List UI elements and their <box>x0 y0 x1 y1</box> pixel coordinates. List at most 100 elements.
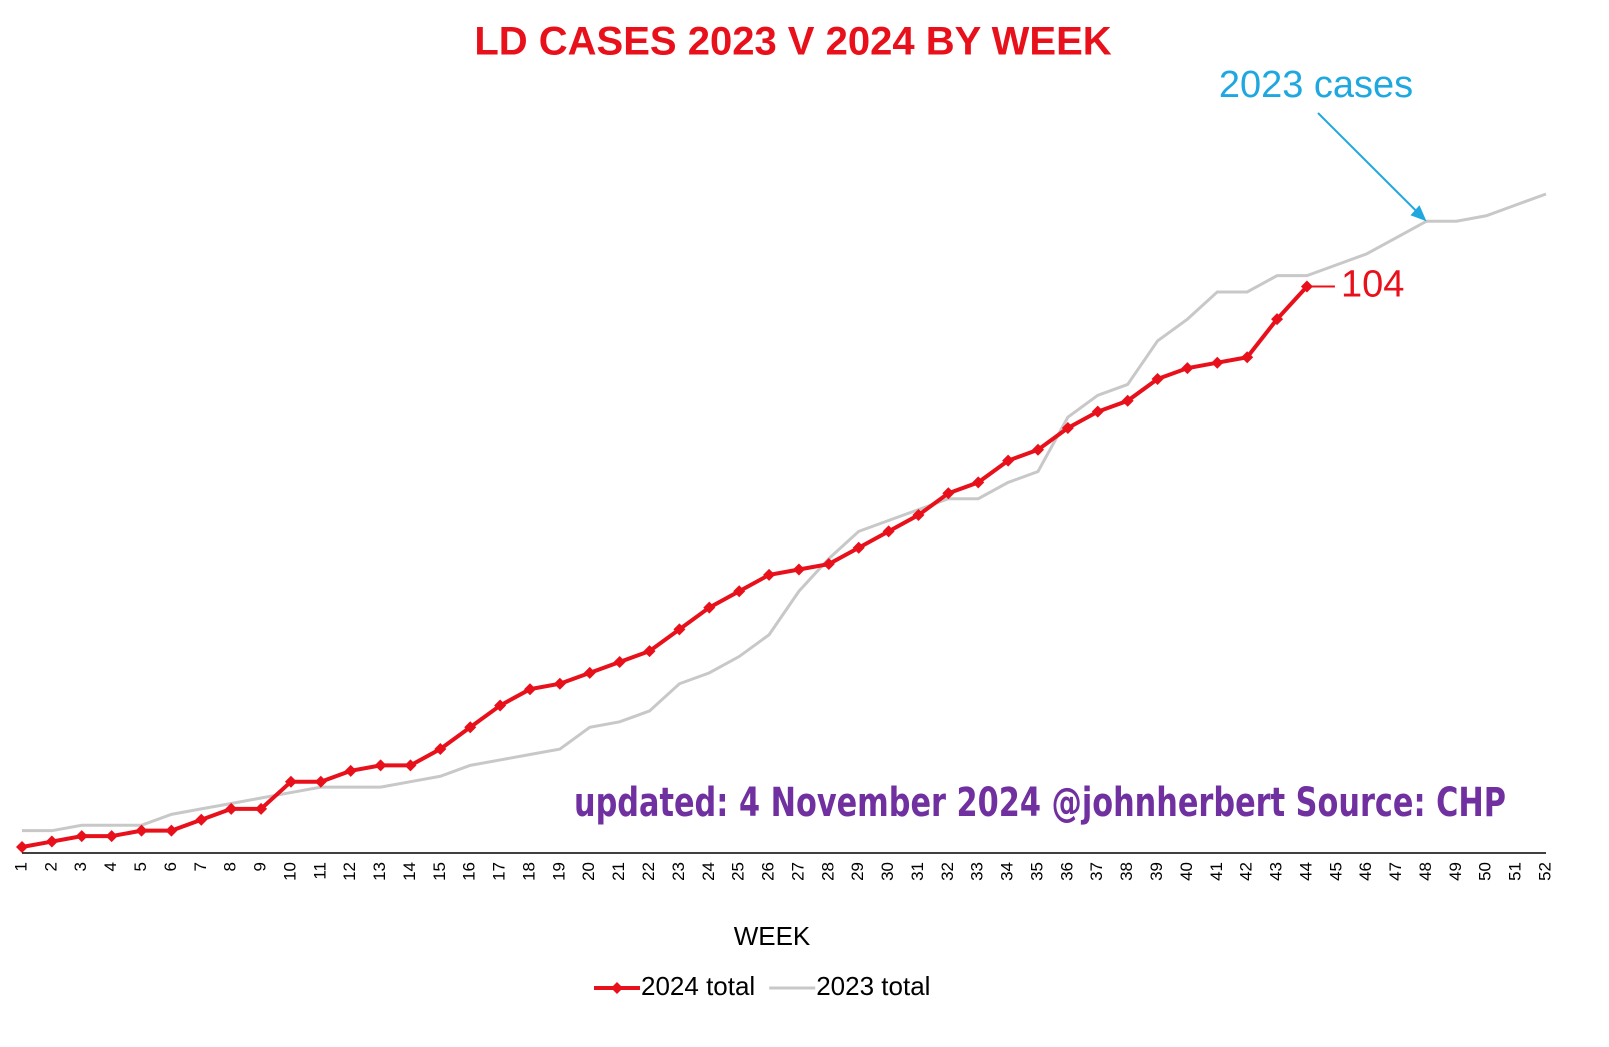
marker <box>344 764 357 777</box>
x-tick-label: 25 <box>729 862 748 881</box>
x-tick-label: 48 <box>1416 862 1435 881</box>
marker <box>75 830 88 843</box>
x-tick-label: 7 <box>191 862 210 871</box>
x-tick-label: 50 <box>1476 862 1495 881</box>
series-line <box>22 192 1547 833</box>
marker <box>703 601 716 614</box>
marker <box>284 775 297 788</box>
x-tick-label: 2 <box>41 862 60 871</box>
marker <box>553 677 566 690</box>
series-line <box>21 285 1309 849</box>
annotation: updated: 4 November 2024 @johnherbert So… <box>574 780 1506 826</box>
marker <box>195 813 208 826</box>
x-tick-label: 20 <box>579 862 598 881</box>
marker <box>225 802 238 815</box>
x-tick-label: 18 <box>519 862 538 881</box>
x-tick-label: 34 <box>998 862 1017 881</box>
x-tick-label: 52 <box>1535 862 1554 881</box>
x-tick-label: 22 <box>639 862 658 881</box>
x-tick-label: 11 <box>310 862 329 880</box>
x-tick-label: 4 <box>101 862 120 871</box>
marker <box>1241 351 1254 364</box>
marker <box>255 802 268 815</box>
marker <box>165 824 178 837</box>
x-axis-label: WEEK <box>734 921 811 951</box>
marker <box>404 759 417 772</box>
x-tick-label: 46 <box>1356 862 1375 881</box>
x-tick-label: 44 <box>1296 862 1315 881</box>
x-tick-label: 31 <box>908 862 927 881</box>
x-tick-label: 35 <box>1027 862 1046 881</box>
x-tick-label: 5 <box>131 862 150 871</box>
x-tick-label: 36 <box>1057 862 1076 881</box>
x-tick-label: 6 <box>161 862 180 871</box>
marker <box>314 775 327 788</box>
x-tick-label: 3 <box>71 862 90 871</box>
marker <box>733 585 746 598</box>
annotation-arrow <box>1317 112 1422 216</box>
x-tick-label: 1 <box>11 862 30 871</box>
x-tick-label: 10 <box>280 862 299 881</box>
marker <box>1181 362 1194 375</box>
marker <box>1002 454 1015 467</box>
x-tick-label: 37 <box>1087 862 1106 881</box>
marker <box>1121 394 1134 407</box>
x-tick-label: 9 <box>251 862 270 871</box>
marker <box>583 666 596 679</box>
x-tick-label: 47 <box>1386 862 1405 881</box>
x-tick-label: 14 <box>400 862 419 881</box>
marker <box>1151 373 1164 386</box>
marker <box>792 563 805 576</box>
marker <box>1271 313 1284 326</box>
x-tick-label: 41 <box>1207 862 1226 881</box>
marker <box>434 743 447 756</box>
x-tick-label: 8 <box>221 862 240 871</box>
legend-label: 2024 total <box>641 971 755 1001</box>
marker <box>494 699 507 712</box>
marker <box>135 824 148 837</box>
marker <box>852 541 865 554</box>
marker <box>1032 443 1044 456</box>
x-tick-label: 17 <box>490 862 509 881</box>
x-tick-label: 40 <box>1177 862 1196 881</box>
marker <box>972 476 985 489</box>
x-tick-label: 39 <box>1147 862 1166 881</box>
x-tick-label: 24 <box>699 862 718 881</box>
legend-label: 2023 total <box>816 971 930 1001</box>
marker <box>1091 405 1104 418</box>
x-tick-label: 13 <box>370 862 389 881</box>
annotation: 2023 cases <box>1219 64 1413 106</box>
x-tick-label: 43 <box>1267 862 1286 881</box>
x-tick-label: 21 <box>609 862 628 881</box>
x-tick-label: 28 <box>818 862 837 881</box>
marker <box>613 655 626 668</box>
x-tick-label: 42 <box>1237 862 1256 881</box>
x-tick-label: 33 <box>968 862 987 881</box>
x-tick-label: 27 <box>788 862 807 881</box>
x-tick-label: 30 <box>878 862 897 881</box>
marker <box>673 623 686 636</box>
x-tick-label: 29 <box>848 862 867 881</box>
marker <box>464 721 477 734</box>
marker <box>1061 421 1074 434</box>
x-tick-label: 16 <box>460 862 479 881</box>
marker <box>374 759 387 772</box>
marker <box>763 568 776 581</box>
arrow-head <box>1410 205 1427 222</box>
legend-marker <box>611 982 623 994</box>
x-tick-label: 26 <box>759 862 778 881</box>
x-tick-label: 15 <box>430 862 449 881</box>
marker <box>1211 356 1224 369</box>
marker <box>912 509 925 522</box>
marker <box>882 525 895 538</box>
x-tick-label: 38 <box>1117 862 1136 881</box>
x-tick-label: 12 <box>340 862 359 881</box>
marker <box>16 841 28 853</box>
x-tick-label: 19 <box>549 862 568 881</box>
x-tick-label: 23 <box>669 862 688 881</box>
marker <box>45 835 58 848</box>
marker <box>524 683 536 696</box>
marker <box>942 487 955 500</box>
x-tick-label: 49 <box>1446 862 1465 881</box>
